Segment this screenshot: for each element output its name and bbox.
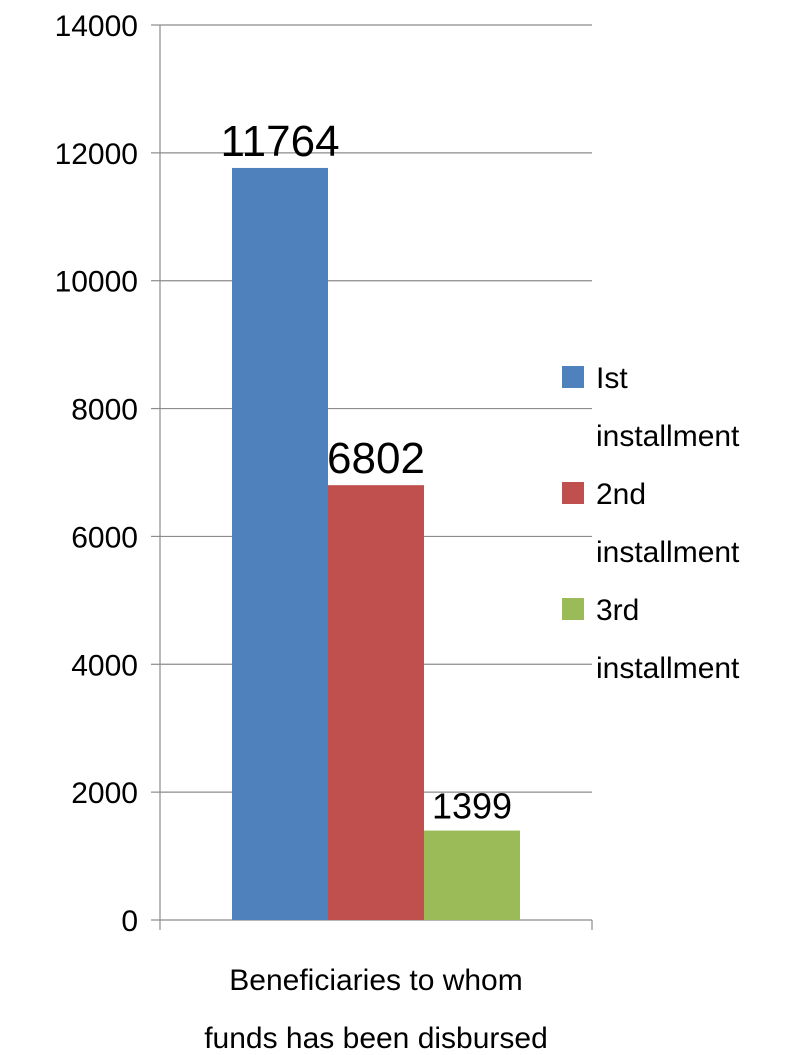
- legend-label: 2nd: [596, 478, 646, 511]
- legend-label: 3rd: [596, 594, 639, 627]
- bar: [328, 485, 424, 920]
- y-tick-label: 0: [121, 905, 138, 938]
- legend-swatch: [562, 598, 584, 620]
- legend-label: installment: [596, 536, 740, 569]
- legend-label: installment: [596, 420, 740, 453]
- legend-label: installment: [596, 652, 740, 685]
- y-tick-label: 8000: [71, 394, 138, 427]
- legend-swatch: [562, 366, 584, 388]
- y-tick-label: 6000: [71, 521, 138, 554]
- category-axis-label: Beneficiaries to whom funds has been disb…: [204, 964, 548, 1055]
- legend-label: Ist: [596, 362, 628, 395]
- data-label: 6802: [327, 434, 425, 483]
- bar: [424, 830, 520, 920]
- x-category-label: Beneficiaries to whom: [229, 964, 522, 997]
- y-tick-label: 4000: [71, 649, 138, 682]
- y-tick-label: 14000: [55, 10, 138, 43]
- data-label: 11764: [220, 117, 339, 166]
- bars: [232, 167, 520, 921]
- legend-swatch: [562, 482, 584, 504]
- y-tick-label: 12000: [55, 138, 138, 171]
- legend: Ist installment 2nd installment 3rd installme…: [562, 362, 740, 685]
- y-tick-label: 2000: [71, 777, 138, 810]
- data-label: 1399: [432, 786, 512, 827]
- data-labels: 11764 6802 1399: [220, 117, 512, 827]
- bar: [232, 167, 328, 921]
- y-axis-ticks: 0 2000 4000 6000 8000 10000 12000 14000: [55, 10, 160, 938]
- y-tick-label: 10000: [55, 266, 138, 299]
- x-category-label: funds has been disbursed: [204, 1022, 548, 1055]
